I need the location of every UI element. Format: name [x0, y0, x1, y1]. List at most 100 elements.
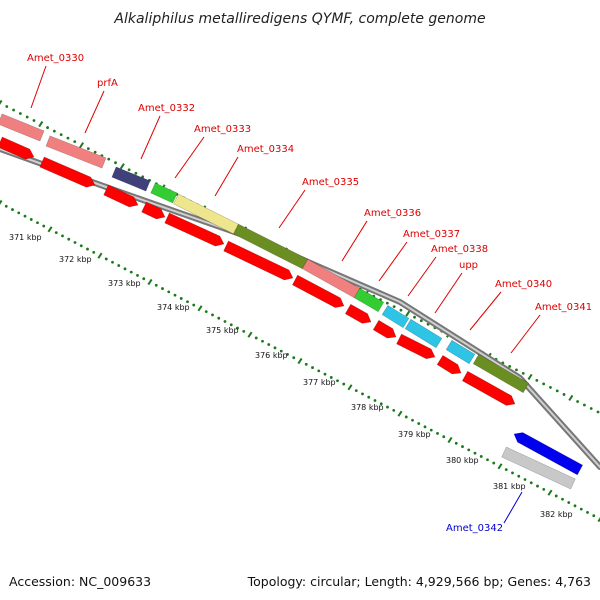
ring-dot	[61, 234, 64, 238]
cds-arrow-amet-0333[interactable]	[141, 201, 168, 222]
ring-tick	[447, 436, 453, 444]
ring-dot	[25, 115, 29, 119]
ring-dot	[555, 389, 559, 393]
ring-dot	[123, 267, 127, 271]
ring-dot	[523, 478, 527, 481]
gene-label-prfa[interactable]: prfA	[97, 78, 118, 89]
ring-dot	[286, 353, 289, 356]
ring-dot	[535, 378, 539, 382]
ring-dot	[173, 293, 177, 297]
gene-label-amet-0335[interactable]: Amet_0335	[302, 177, 359, 188]
gene-label-amet-0330[interactable]: Amet_0330	[27, 53, 84, 64]
ring-dot	[52, 129, 56, 133]
ring-dot	[5, 105, 9, 108]
gene-label-amet-0337[interactable]: Amet_0337	[403, 229, 460, 240]
ring-dot	[589, 407, 593, 410]
ring-dot	[36, 221, 39, 225]
ring-dot	[79, 244, 83, 248]
ring-dot	[317, 369, 321, 373]
ring-tick	[119, 163, 125, 170]
ring-dot	[529, 481, 533, 485]
gene-block-amet-0337[interactable]	[353, 287, 385, 313]
gene-label-amet-0334[interactable]: Amet_0334	[237, 144, 294, 155]
gene-label-amet-0340[interactable]: Amet_0340	[495, 279, 552, 290]
ring-tick	[347, 384, 353, 391]
cds-arrow-amet-0342[interactable]	[511, 429, 584, 476]
ring-tick	[147, 278, 153, 286]
ring-dot	[492, 461, 496, 465]
cds-arrow-amet-0336[interactable]	[292, 274, 346, 311]
cds-arrow-upp[interactable]	[396, 333, 438, 362]
cds-arrow-amet-0335[interactable]	[223, 240, 296, 283]
kbp-tick-label: 380 kbp	[446, 456, 479, 465]
gene-block-prfa[interactable]	[45, 135, 107, 169]
ring-dot	[54, 231, 58, 235]
ring-dot	[59, 133, 63, 137]
cds-arrow-amet-0334[interactable]	[164, 212, 227, 249]
gene-block-amet-0338[interactable]	[381, 304, 410, 329]
ring-dot	[254, 336, 258, 340]
ring-dot	[73, 140, 77, 144]
ring-dot	[392, 408, 396, 412]
gene-block-amet-0342[interactable]	[501, 446, 576, 490]
cds-arrow-amet-0337[interactable]	[344, 303, 373, 327]
gene-label-amet-0342[interactable]: Amet_0342	[446, 523, 503, 534]
ring-dot	[114, 161, 117, 165]
ring-dot	[504, 468, 508, 472]
ring-dot	[342, 382, 346, 386]
ring-dot	[29, 218, 33, 221]
gene-label-amet-0341[interactable]: Amet_0341	[535, 302, 592, 313]
ring-dot	[454, 441, 458, 445]
gene-block-amet-0340[interactable]	[445, 339, 476, 365]
ring-dot	[73, 241, 77, 244]
ring-dot	[141, 175, 145, 179]
ring-dot	[554, 494, 558, 498]
cds-arrow-amet-0341[interactable]	[461, 370, 517, 409]
cds-arrow-amet-0330[interactable]	[0, 136, 36, 162]
gene-block-amet-0332[interactable]	[111, 166, 151, 192]
ring-dot	[354, 389, 358, 393]
ring-dot	[192, 303, 196, 307]
ring-dot	[142, 277, 146, 281]
leader-line	[214, 156, 239, 197]
kbp-tick-labels: 371 kbp 372 kbp 373 kbp 374 kbp 375 kbp …	[9, 233, 573, 519]
cds-arrow-amet-0332[interactable]	[103, 184, 141, 210]
gene-label-amet-0332[interactable]: Amet_0332	[138, 103, 195, 114]
ring-dot	[549, 386, 552, 389]
gene-block-amet-0341[interactable]	[472, 353, 530, 394]
gene-features	[0, 113, 576, 490]
accession-text: Accession: NC_009633	[9, 574, 151, 589]
gene-block-upp[interactable]	[404, 318, 443, 349]
leader-line	[174, 136, 205, 179]
leader-line	[140, 115, 161, 160]
ring-dot	[167, 290, 171, 294]
ring-dot	[413, 315, 416, 319]
ring-dot	[136, 274, 139, 277]
ring-dot	[419, 319, 423, 323]
ring-dot	[423, 425, 427, 429]
gene-block-amet-0334[interactable]	[173, 193, 239, 235]
gene-block-amet-0330[interactable]	[0, 113, 45, 142]
leader-line	[434, 272, 463, 314]
ring-dot	[154, 283, 158, 287]
gene-block-amet-0333[interactable]	[150, 182, 178, 204]
ring-dot	[42, 224, 46, 228]
ring-dot	[229, 323, 233, 327]
gene-label-amet-0336[interactable]: Amet_0336	[364, 208, 421, 219]
ring-dot	[311, 366, 314, 369]
cds-arrow-prfa[interactable]	[39, 156, 97, 190]
gene-block-amet-0336[interactable]	[301, 258, 361, 299]
ring-dot	[323, 372, 327, 376]
gene-label-amet-0333[interactable]: Amet_0333	[194, 124, 251, 135]
gene-label-upp[interactable]: upp	[459, 260, 478, 271]
kbp-tick-label: 373 kbp	[108, 279, 141, 288]
gene-label-amet-0338[interactable]: Amet_0338	[431, 244, 488, 255]
ring-dot	[223, 320, 227, 323]
ring-dot	[127, 168, 131, 172]
kbp-tick-label: 378 kbp	[351, 403, 384, 412]
cds-arrow-amet-0340[interactable]	[436, 354, 464, 377]
ring-dot	[336, 379, 339, 383]
ring-dot	[12, 108, 15, 112]
cds-arrow-amet-0338[interactable]	[372, 319, 399, 341]
ring-tick	[247, 331, 253, 338]
